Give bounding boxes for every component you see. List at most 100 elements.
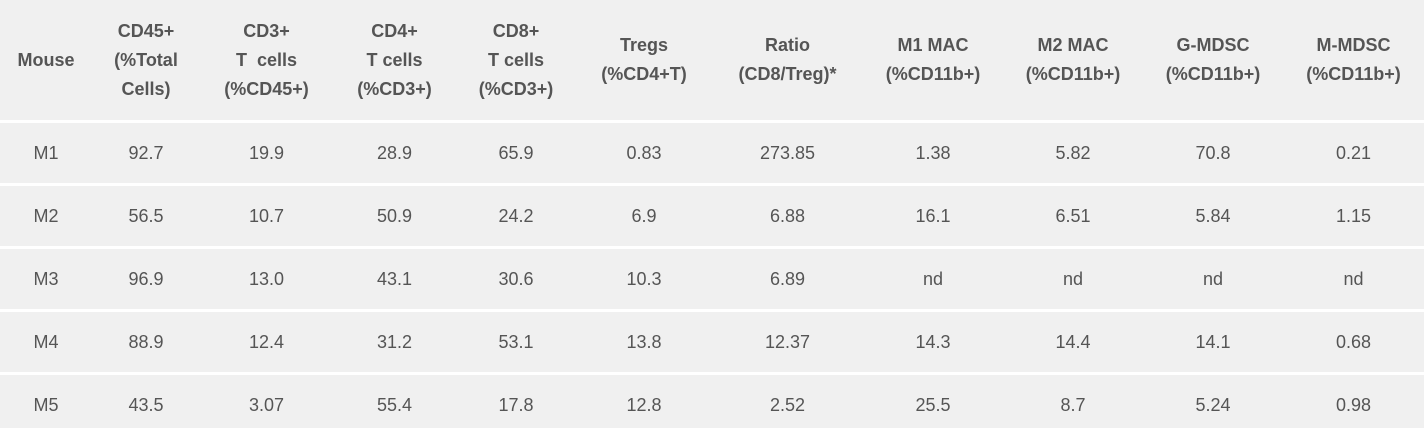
- column-header: CD8+ T cells (%CD3+): [456, 0, 576, 122]
- table-cell: 16.1: [863, 183, 1003, 248]
- table-cell: 273.85: [712, 120, 863, 185]
- table-cell: 0.21: [1283, 120, 1424, 185]
- table-cell: 96.9: [92, 246, 200, 311]
- table-cell: 55.4: [333, 372, 456, 428]
- table-cell: 43.5: [92, 372, 200, 428]
- table-header: Mouse CD45+ (%Total Cells) CD3+ T cells (%CD45…: [0, 0, 1424, 122]
- table-cell: 6.51: [1003, 183, 1143, 248]
- table-cell: 56.5: [92, 183, 200, 248]
- column-header-line: (%CD11b+): [885, 64, 981, 84]
- table-cell: 14.1: [1143, 309, 1283, 374]
- table-cell: 53.1: [456, 309, 576, 374]
- table-cell: 5.24: [1143, 372, 1283, 428]
- table-cell: 31.2: [333, 309, 456, 374]
- table-cell: 19.9: [200, 120, 333, 185]
- table-cell: 6.88: [712, 183, 863, 248]
- column-header-line: CD8+: [492, 20, 540, 41]
- mouse-id-cell: M5: [0, 372, 92, 428]
- table-cell: 88.9: [92, 309, 200, 374]
- table-row: M4 88.9 12.4 31.2 53.1 13.8 12.37 14.3 14.4 14.1 0…: [0, 309, 1424, 374]
- table-cell: nd: [1283, 246, 1424, 311]
- table-cell: 6.9: [576, 183, 712, 248]
- column-header-line: M1 MAC: [897, 35, 969, 55]
- table-cell: 25.5: [863, 372, 1003, 428]
- table-cell: 65.9: [456, 120, 576, 185]
- column-header-line: M2 MAC: [1037, 35, 1109, 55]
- table-cell: 0.68: [1283, 309, 1424, 374]
- column-header-line: Cells): [121, 78, 171, 99]
- header-row: Mouse CD45+ (%Total Cells) CD3+ T cells (%CD45…: [0, 0, 1424, 122]
- mouse-id-cell: M2: [0, 183, 92, 248]
- table-cell: 1.15: [1283, 183, 1424, 248]
- column-header-line: T cells: [235, 49, 298, 70]
- table-cell: 17.8: [456, 372, 576, 428]
- table-cell: 30.6: [456, 246, 576, 311]
- column-header: Tregs (%CD4+T): [576, 0, 712, 122]
- table-row: M3 96.9 13.0 43.1 30.6 10.3 6.89 nd nd nd nd: [0, 246, 1424, 311]
- column-header-line: T cells: [366, 49, 423, 70]
- column-header: CD3+ T cells (%CD45+): [200, 0, 333, 122]
- table-cell: 12.8: [576, 372, 712, 428]
- column-header: M2 MAC (%CD11b+): [1003, 0, 1143, 122]
- table-cell: 70.8: [1143, 120, 1283, 185]
- table-cell: nd: [863, 246, 1003, 311]
- column-header-line: CD45+: [117, 20, 175, 41]
- column-header-line: (CD8/Treg)*: [738, 64, 837, 84]
- table-cell: 13.8: [576, 309, 712, 374]
- column-header-line: (%Total: [114, 49, 178, 70]
- table-cell: nd: [1003, 246, 1143, 311]
- column-header-line: G-MDSC: [1176, 35, 1250, 55]
- table-cell: 5.84: [1143, 183, 1283, 248]
- table-cell: 8.7: [1003, 372, 1143, 428]
- mouse-id-cell: M4: [0, 309, 92, 374]
- table-cell: nd: [1143, 246, 1283, 311]
- column-header-line: T cells: [487, 49, 545, 70]
- mouse-id-cell: M3: [0, 246, 92, 311]
- table-cell: 13.0: [200, 246, 333, 311]
- table-cell: 10.3: [576, 246, 712, 311]
- column-header: CD45+ (%Total Cells): [92, 0, 200, 122]
- column-header-line: CD4+: [371, 20, 418, 41]
- column-header: G-MDSC (%CD11b+): [1143, 0, 1283, 122]
- table-cell: 24.2: [456, 183, 576, 248]
- column-header-line: (%CD11b+): [1025, 64, 1121, 84]
- table-cell: 92.7: [92, 120, 200, 185]
- column-header: Mouse: [0, 0, 92, 122]
- table-cell: 3.07: [200, 372, 333, 428]
- column-header-line: M-MDSC: [1316, 35, 1391, 55]
- column-header: Ratio (CD8/Treg)*: [712, 0, 863, 122]
- table-row: M5 43.5 3.07 55.4 17.8 12.8 2.52 25.5 8.7 5.24 0.9…: [0, 372, 1424, 428]
- column-header-line: Ratio: [765, 35, 810, 55]
- table-cell: 28.9: [333, 120, 456, 185]
- column-header-line: Tregs: [619, 35, 669, 55]
- column-header-line: (%CD11b+): [1165, 64, 1261, 84]
- column-header-line: (%CD11b+): [1306, 64, 1401, 84]
- table-cell: 12.4: [200, 309, 333, 374]
- mouse-id-cell: M1: [0, 120, 92, 185]
- column-header-line: (%CD45+): [224, 78, 309, 99]
- table-cell: 0.83: [576, 120, 712, 185]
- table-row: M1 92.7 19.9 28.9 65.9 0.83 273.85 1.38 5.82 70.8…: [0, 120, 1424, 185]
- column-header: M-MDSC (%CD11b+): [1283, 0, 1424, 122]
- table-cell: 1.38: [863, 120, 1003, 185]
- table-cell: 43.1: [333, 246, 456, 311]
- column-header-line: (%CD3+): [478, 78, 554, 99]
- column-header: CD4+ T cells (%CD3+): [333, 0, 456, 122]
- table-body: M1 92.7 19.9 28.9 65.9 0.83 273.85 1.38 5.82 70.8…: [0, 120, 1424, 428]
- table-cell: 14.3: [863, 309, 1003, 374]
- table-cell: 10.7: [200, 183, 333, 248]
- column-header-line: (%CD4+T): [601, 64, 687, 84]
- column-header-line: (%CD3+): [357, 78, 432, 99]
- table-cell: 5.82: [1003, 120, 1143, 185]
- table-cell: 12.37: [712, 309, 863, 374]
- table-cell: 50.9: [333, 183, 456, 248]
- table-cell: 14.4: [1003, 309, 1143, 374]
- column-header-line: CD3+: [243, 20, 290, 41]
- table-cell: 6.89: [712, 246, 863, 311]
- table-cell: 2.52: [712, 372, 863, 428]
- column-header: M1 MAC (%CD11b+): [863, 0, 1003, 122]
- table-cell: 0.98: [1283, 372, 1424, 428]
- table-row: M2 56.5 10.7 50.9 24.2 6.9 6.88 16.1 6.51 5.84 1.1…: [0, 183, 1424, 248]
- column-header-line: Mouse: [17, 49, 75, 70]
